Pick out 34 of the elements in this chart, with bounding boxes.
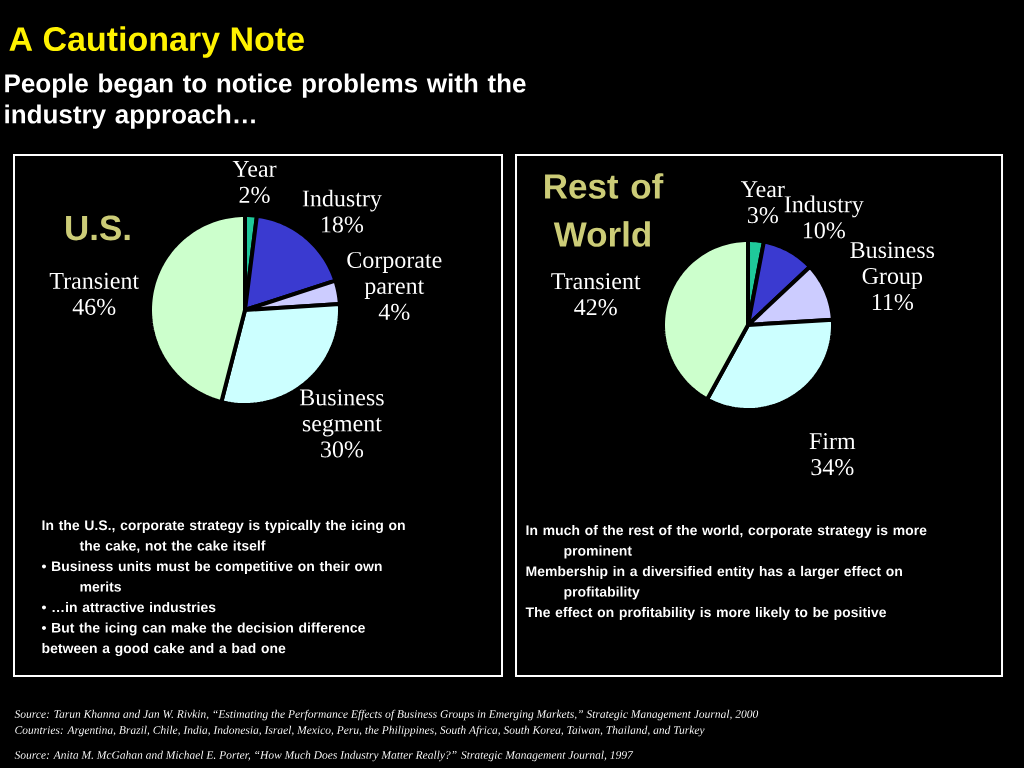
data-label: 3% bbox=[747, 207, 778, 224]
data-label: 11% bbox=[872, 293, 914, 311]
text: People began to notice problems with the industry approach… bbox=[5, 73, 526, 129]
data-label: 30% bbox=[321, 441, 364, 458]
slice-label: Firm bbox=[809, 433, 856, 449]
data-label: 4% bbox=[378, 303, 410, 321]
text: • But the icing can make the decision difference between a good cake and a bad one bbox=[41, 622, 365, 656]
data-label: 18% bbox=[322, 216, 364, 233]
text: The effect on profitability is more likely to be positive bbox=[525, 606, 887, 620]
text: Membership in a diversified entity has a larger effect on profitability bbox=[526, 565, 902, 600]
text: Countries: Argentina, Brazil, Chile, India, Indonesia, Israel, Mexico, Peru, the Philippines, South Africa, South Korea, Taiwan, Thailand, and Turkey bbox=[15, 725, 705, 737]
text: • …in attractive industries bbox=[41, 601, 216, 613]
source-note: Source: Anita M. McGahan and Michael E. Porter, “How Much Does Industry Matter Really?” Strategic Management Journal, 1997 bbox=[14, 750, 634, 762]
slice-label: Business segment bbox=[299, 389, 384, 437]
source-note: Source: Tarun Khanna and Jan W. Rivkin, “Estimating the Performance Effects of Business Groups in Emerging Markets,” Strategic Management Journal, 2000 bbox=[14, 709, 759, 721]
slice-label: Industry bbox=[784, 195, 864, 218]
text: In much of the rest of the world, corporate strategy is more prominent bbox=[526, 524, 927, 559]
data-label: 2% bbox=[239, 186, 270, 203]
text: In the U.S., corporate strategy is typically the icing on the cake, not the cake itself bbox=[42, 519, 405, 553]
text: A Cautionary Note bbox=[9, 26, 304, 58]
data-label: 10% bbox=[803, 222, 845, 239]
data-label: 42% bbox=[574, 299, 617, 316]
chart-title: Rest of World bbox=[545, 173, 664, 247]
text: U.S. bbox=[66, 215, 130, 241]
slice-label: Transient bbox=[551, 273, 641, 290]
slice-label: Transient bbox=[49, 272, 139, 289]
data-label: 46% bbox=[72, 298, 116, 315]
slice-label: Business Group bbox=[850, 241, 935, 289]
data-label: 34% bbox=[811, 459, 854, 476]
slice-label: Industry bbox=[302, 189, 382, 212]
slice-label: Year bbox=[740, 181, 785, 198]
text: • Business units must be competitive on their own merits bbox=[41, 560, 382, 592]
slice-label: Year bbox=[232, 160, 277, 177]
slice-label: Corporate parent bbox=[347, 251, 442, 299]
